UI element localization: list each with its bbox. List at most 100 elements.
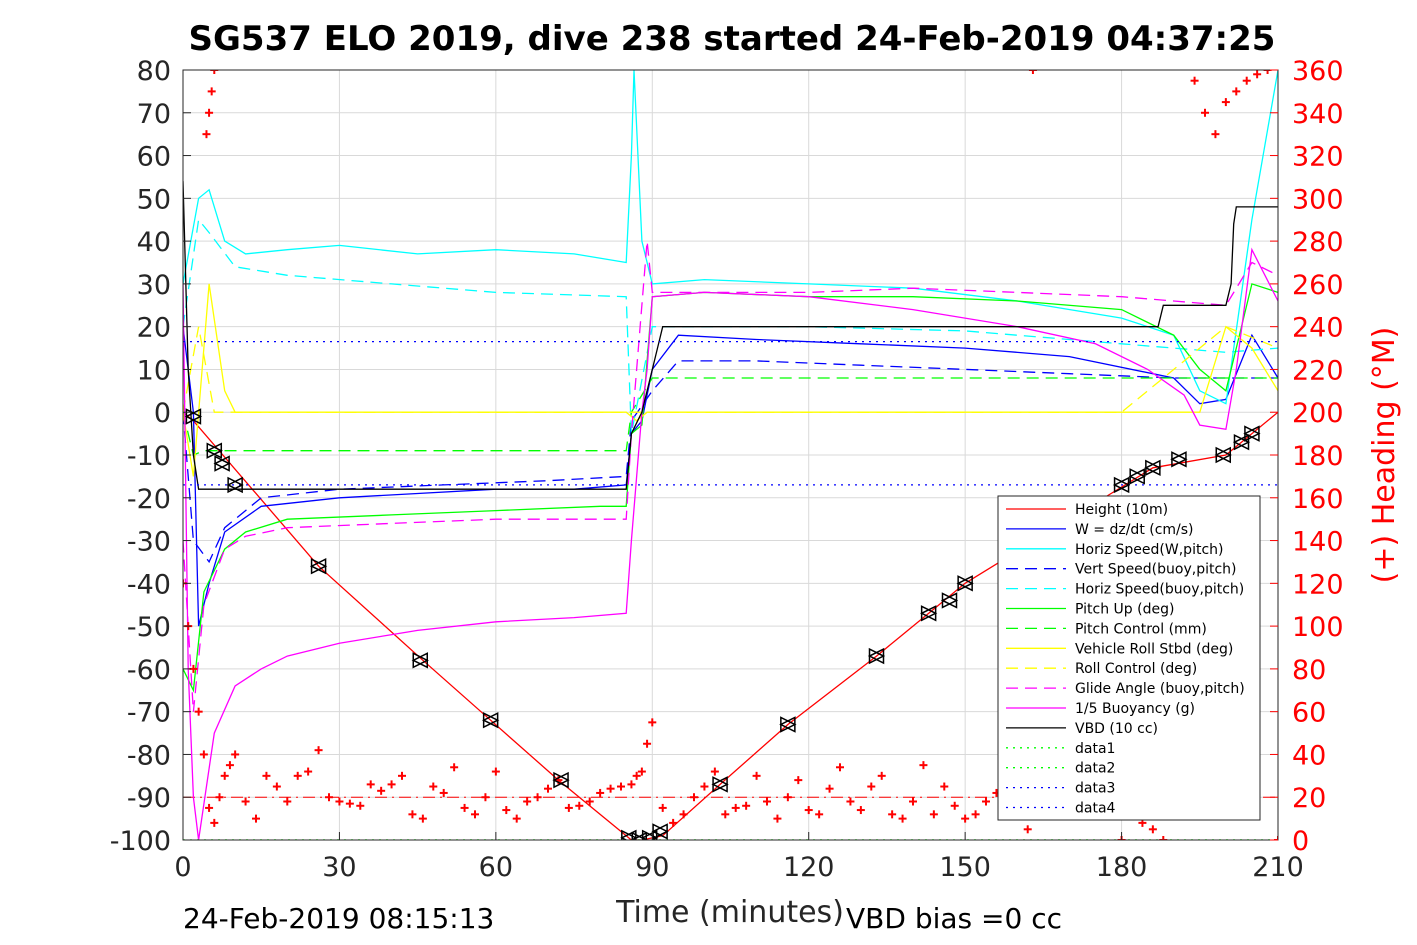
heading-point: [471, 810, 479, 819]
heading-point: [293, 771, 302, 780]
heading-point: [533, 793, 542, 802]
heading-point: [763, 797, 771, 806]
heading-point: [632, 771, 641, 780]
legend-box: [997, 495, 1261, 821]
heading-point: [721, 810, 730, 819]
heading-point: [512, 814, 521, 823]
heading-point: [418, 814, 427, 823]
y-tick-label: -70: [127, 698, 171, 729]
heading-point: [429, 782, 438, 791]
legend-label: Pitch Up (deg): [1075, 602, 1174, 618]
right-axis-label: (+) Heading (°M): [1367, 327, 1402, 584]
y-right-tick-label: 340: [1292, 99, 1344, 130]
marker-triangle-right: [206, 442, 223, 459]
y-tick-label: 70: [137, 99, 171, 130]
marker-triangle-right: [652, 823, 669, 840]
marker-triangle-right: [631, 831, 648, 840]
y-right-tick-label: 240: [1292, 313, 1344, 344]
heading-point: [1159, 836, 1168, 840]
heading-point: [205, 803, 214, 812]
y-tick-label: -50: [127, 612, 171, 643]
marker-triangle-right: [1145, 459, 1162, 477]
y-tick-label: -30: [127, 527, 171, 558]
chart-title: SG537 ELO 2019, dive 238 started 24-Feb-…: [189, 19, 1276, 59]
x-tick-label: 30: [322, 852, 356, 883]
heading-point: [1148, 825, 1157, 834]
legend-label: 1/5 Buoyancy (g): [1075, 701, 1195, 717]
heading-point: [1023, 825, 1032, 834]
y-tick-label: -10: [127, 441, 171, 472]
heading-point: [961, 814, 970, 823]
heading-point: [856, 806, 865, 815]
heading-point: [690, 793, 698, 802]
heading-point: [304, 767, 313, 776]
x-tick-label: 90: [635, 852, 669, 883]
y-right-tick-label: 220: [1292, 355, 1344, 386]
heading-point: [700, 782, 709, 791]
x-tick-label: 120: [783, 852, 835, 883]
y-right-tick-label: 0: [1292, 826, 1309, 857]
legend-label: Horiz Speed(W,pitch): [1075, 542, 1223, 558]
legend-label: Vert Speed(buoy,pitch): [1075, 562, 1237, 578]
series-line-0: [183, 411, 1278, 840]
heading-point: [825, 784, 834, 793]
heading-point: [898, 814, 907, 823]
legend-label: data3: [1075, 781, 1115, 797]
y-right-tick-label: 120: [1292, 569, 1344, 600]
y-tick-label: -90: [127, 783, 171, 814]
heading-point: [210, 818, 219, 827]
y-right-tick-label: 60: [1292, 698, 1326, 729]
series-line-1: [183, 326, 1278, 627]
heading-point: [408, 810, 417, 819]
marker-triangle-right: [1233, 433, 1251, 451]
heading-point: [617, 782, 625, 791]
y-right-tick-label: 200: [1292, 398, 1344, 429]
heading-point: [377, 786, 386, 795]
marker-triangle-right: [227, 476, 244, 494]
heading-point: [241, 797, 250, 806]
heading-point: [804, 806, 813, 815]
marker-triangle-right: [412, 652, 429, 669]
heading-point: [335, 797, 344, 806]
heading-point: [846, 797, 855, 806]
marker-triangle-right: [641, 829, 659, 840]
heading-point: [648, 718, 657, 727]
y-tick-label: 30: [137, 270, 171, 301]
y-tick-label: 40: [137, 227, 171, 258]
heading-point: [643, 739, 652, 748]
marker-triangle-right: [1215, 446, 1232, 464]
marker-triangle-right: [941, 592, 959, 609]
heading-point: [205, 108, 214, 117]
heading-point: [929, 810, 938, 819]
footer-vbd-bias: VBD bias =0 cc: [846, 902, 1062, 935]
heading-point: [606, 784, 615, 793]
heading-point: [627, 780, 636, 789]
heading-point: [210, 70, 219, 74]
x-tick-label: 150: [939, 852, 991, 883]
heading-point: [283, 797, 292, 806]
series-line-5: [183, 283, 1278, 693]
y-right-tick-label: 300: [1292, 184, 1344, 215]
marker-triangle-right: [1171, 451, 1188, 468]
y-right-tick-label: 100: [1292, 612, 1344, 643]
marker-triangle-right: [621, 829, 638, 840]
marker-triangle-right: [780, 716, 797, 733]
heading-point: [523, 797, 532, 806]
x-tick-label: 210: [1252, 852, 1304, 883]
marker-triangle-right: [185, 408, 203, 425]
heading-point: [1201, 108, 1209, 117]
y-tick-label: 20: [137, 313, 171, 344]
heading-point: [773, 814, 782, 823]
y-right-tick-label: 360: [1292, 56, 1344, 87]
heading-point: [366, 780, 375, 789]
heading-point: [225, 761, 234, 770]
heading-point: [710, 767, 719, 776]
axes: 0 30 60 90 120 150 180 21080706050403020100-10-…: [110, 56, 1344, 883]
heading-point: [679, 810, 688, 819]
heading-point: [252, 814, 260, 823]
x-axis-label: Time (minutes): [615, 895, 844, 930]
heading-point: [669, 818, 678, 827]
y-right-tick-label: 20: [1292, 783, 1326, 814]
y-tick-label: 0: [154, 398, 171, 429]
